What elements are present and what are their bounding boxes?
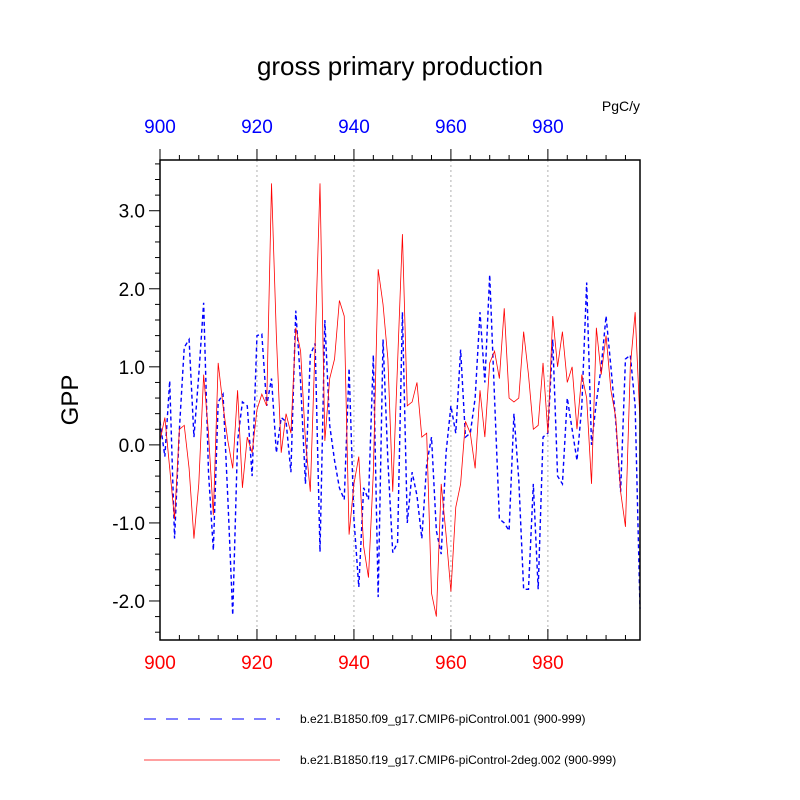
bottom-x-tick-label: 980: [532, 653, 564, 674]
top-x-tick-label: 980: [532, 117, 564, 138]
series-line-1: [159, 274, 641, 616]
y-axis-label: GPP: [57, 375, 84, 426]
axis-ticks: [149, 149, 626, 640]
legend: b.e21.B1850.f09_g17.CMIP6-piControl.001 …: [144, 712, 616, 767]
bottom-x-tick-labels: 900 920 940 960 980: [144, 653, 564, 674]
y-tick-label: -2.0: [112, 592, 145, 613]
top-x-tick-label: 920: [241, 117, 273, 138]
bottom-x-tick-label: 940: [338, 653, 370, 674]
top-x-tick-label: 940: [338, 117, 370, 138]
bottom-x-tick-label: 960: [435, 653, 467, 674]
bottom-x-tick-label: 900: [144, 653, 176, 674]
legend-label-series-2: b.e21.B1850.f19_g17.CMIP6-piControl-2deg…: [300, 753, 616, 767]
chart-title: gross primary production: [257, 51, 543, 81]
y-tick-label: -1.0: [112, 514, 145, 535]
y-tick-label: 0.0: [119, 436, 145, 457]
legend-label-series-1: b.e21.B1850.f09_g17.CMIP6-piControl.001 …: [300, 712, 586, 726]
bottom-x-tick-label: 920: [241, 653, 273, 674]
top-x-tick-label: 960: [435, 117, 467, 138]
y-tick-labels: 3.0 2.0 1.0 0.0 -1.0 -2.0: [112, 202, 145, 613]
vertical-gridlines: [256, 160, 549, 640]
series-line-2: [159, 183, 641, 617]
y-tick-label: 1.0: [119, 358, 145, 379]
plot-frame: [159, 159, 641, 641]
top-x-tick-labels: 900 920 940 960 980: [144, 117, 564, 138]
y-tick-label: 2.0: [119, 280, 145, 301]
units-label: PgC/y: [602, 98, 640, 114]
y-tick-label: 3.0: [119, 202, 145, 223]
top-x-tick-label: 900: [144, 117, 176, 138]
series-layer: [159, 183, 641, 617]
